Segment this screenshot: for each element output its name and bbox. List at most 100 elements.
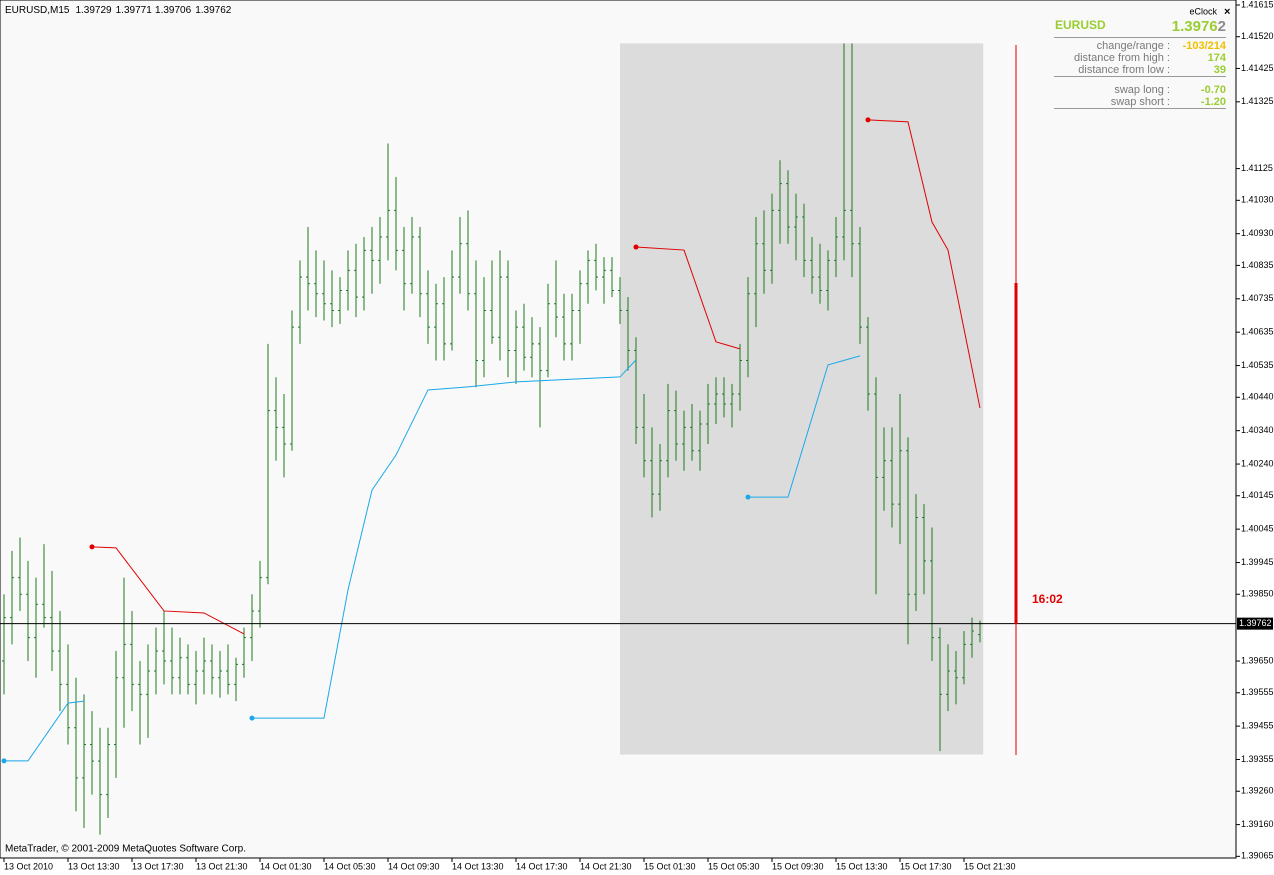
indicator-line [4, 700, 85, 762]
ohlc-bar [314, 250, 318, 318]
ohlc-bar [34, 577, 38, 678]
x-tick-label: 15 Oct 05:30 [708, 861, 760, 871]
ohlc-bar [50, 570, 54, 672]
ohlc-bar [730, 383, 734, 428]
indicator-start [633, 244, 639, 250]
ohlc-bar [818, 243, 822, 304]
ohlc-bar [42, 544, 46, 628]
ohlc-bar [58, 610, 62, 712]
ohlc-bar [354, 243, 358, 318]
copyright: MetaTrader, © 2001-2009 MetaQuotes Softw… [5, 844, 246, 855]
ohlc-bar [882, 427, 886, 511]
ohlc-bar [242, 627, 246, 678]
lines-layer [1, 117, 981, 764]
box-layer [620, 43, 984, 755]
indicator-line [635, 246, 741, 350]
x-tick-label: 15 Oct 13:30 [836, 861, 888, 871]
ohlc-bar [906, 437, 910, 645]
ohlc-bar [650, 427, 654, 518]
ohlc-bar [754, 217, 758, 328]
ohlc-bar [954, 651, 958, 705]
panel-label: swap long : [1114, 84, 1170, 96]
ohlc-bar [746, 277, 750, 378]
ohlc-bar [594, 243, 598, 291]
ohlc-bar [690, 403, 694, 461]
y-tick-label: 1.40340 [1241, 425, 1274, 435]
ohlc-bar [298, 260, 302, 344]
ohlc-bar [194, 651, 198, 705]
ohlc-bar [306, 227, 310, 311]
ohlc-bar [210, 644, 214, 695]
panel-label: swap short : [1111, 96, 1170, 108]
y-tick-label: 1.39160 [1241, 819, 1274, 829]
ohlc-bar [10, 550, 14, 645]
ohlc-bar [402, 227, 406, 311]
indicator-start [745, 494, 751, 500]
ohlc-bar [970, 617, 974, 658]
ohlc-bar [114, 651, 118, 778]
ohlc-bar [930, 527, 934, 662]
ohlc-bar [178, 637, 182, 695]
indicator-line [748, 355, 861, 498]
x-tick-label: 13 Oct 2010 [4, 861, 53, 871]
indicator-line [91, 546, 245, 635]
ohlc-bar [418, 227, 422, 318]
symbol: EURUSD,M15 [5, 5, 70, 16]
ohlc-bar [250, 594, 254, 662]
panel-label: distance from high : [1074, 52, 1170, 64]
x-tick-label: 14 Oct 21:30 [580, 861, 632, 871]
y-tick-label: 1.40735 [1241, 293, 1274, 303]
ohlc-bar [74, 677, 78, 812]
ohlc-bar [362, 237, 366, 311]
x-tick-label: 13 Oct 13:30 [68, 861, 120, 871]
ohlc-bar [266, 343, 270, 585]
ohlc-bar [554, 260, 558, 338]
indicator-line [252, 359, 637, 719]
ohlc-bar [122, 577, 126, 728]
ohlc-bar [186, 644, 190, 695]
ohlc-bar [282, 393, 286, 478]
x-tick-label: 14 Oct 09:30 [388, 861, 440, 871]
ohlc-bar [458, 217, 462, 294]
y-tick-label: 1.41425 [1241, 63, 1274, 73]
panel-close[interactable]: × [1224, 6, 1230, 18]
x-tick-label: 15 Oct 21:30 [964, 861, 1016, 871]
ohlc-bar [258, 560, 262, 628]
panel-price-main: 1.3976 [1172, 18, 1218, 35]
ohlc-bar [66, 644, 70, 745]
ohlc-bar [778, 160, 782, 244]
ohlc-bar [490, 260, 494, 344]
y-tick-label: 1.39065 [1241, 851, 1274, 861]
ohlc-bar [874, 377, 878, 595]
ohlc-bar [890, 427, 894, 528]
ohlc-bar [530, 317, 534, 378]
current-price-box [1237, 617, 1273, 630]
ohlc-bar [858, 227, 862, 344]
y-tick-label: 1.41325 [1241, 96, 1274, 106]
ohlc-bar [234, 657, 238, 702]
y-tick-label: 1.40635 [1241, 327, 1274, 337]
panel-label: change/range : [1097, 40, 1170, 52]
ohlc-bar [170, 627, 174, 695]
ohlc-bar [202, 637, 206, 695]
ohlc-bar [738, 343, 742, 411]
close: 1.39762 [195, 5, 232, 16]
panel-value: -103/214 [1183, 40, 1227, 52]
panel-value: 174 [1208, 52, 1227, 64]
ohlc-bar [410, 217, 414, 294]
ohlc-bar [602, 257, 606, 304]
panel-value: 39 [1214, 64, 1226, 76]
current-price-label: 1.39762 [1239, 618, 1272, 628]
ohlc-bar [338, 277, 342, 324]
x-tick-label: 15 Oct 01:30 [644, 861, 696, 871]
plot-area [0, 0, 1237, 859]
x-tick-label: 14 Oct 13:30 [452, 861, 504, 871]
ohlc-bar [770, 193, 774, 284]
panel-symbol: EURUSD [1055, 18, 1106, 32]
ohlc-bar [498, 250, 502, 361]
ohlc-bar [514, 310, 518, 384]
ohlc-bar [146, 644, 150, 738]
ohlc-bar [826, 250, 830, 311]
ohlc-bar [762, 210, 766, 294]
